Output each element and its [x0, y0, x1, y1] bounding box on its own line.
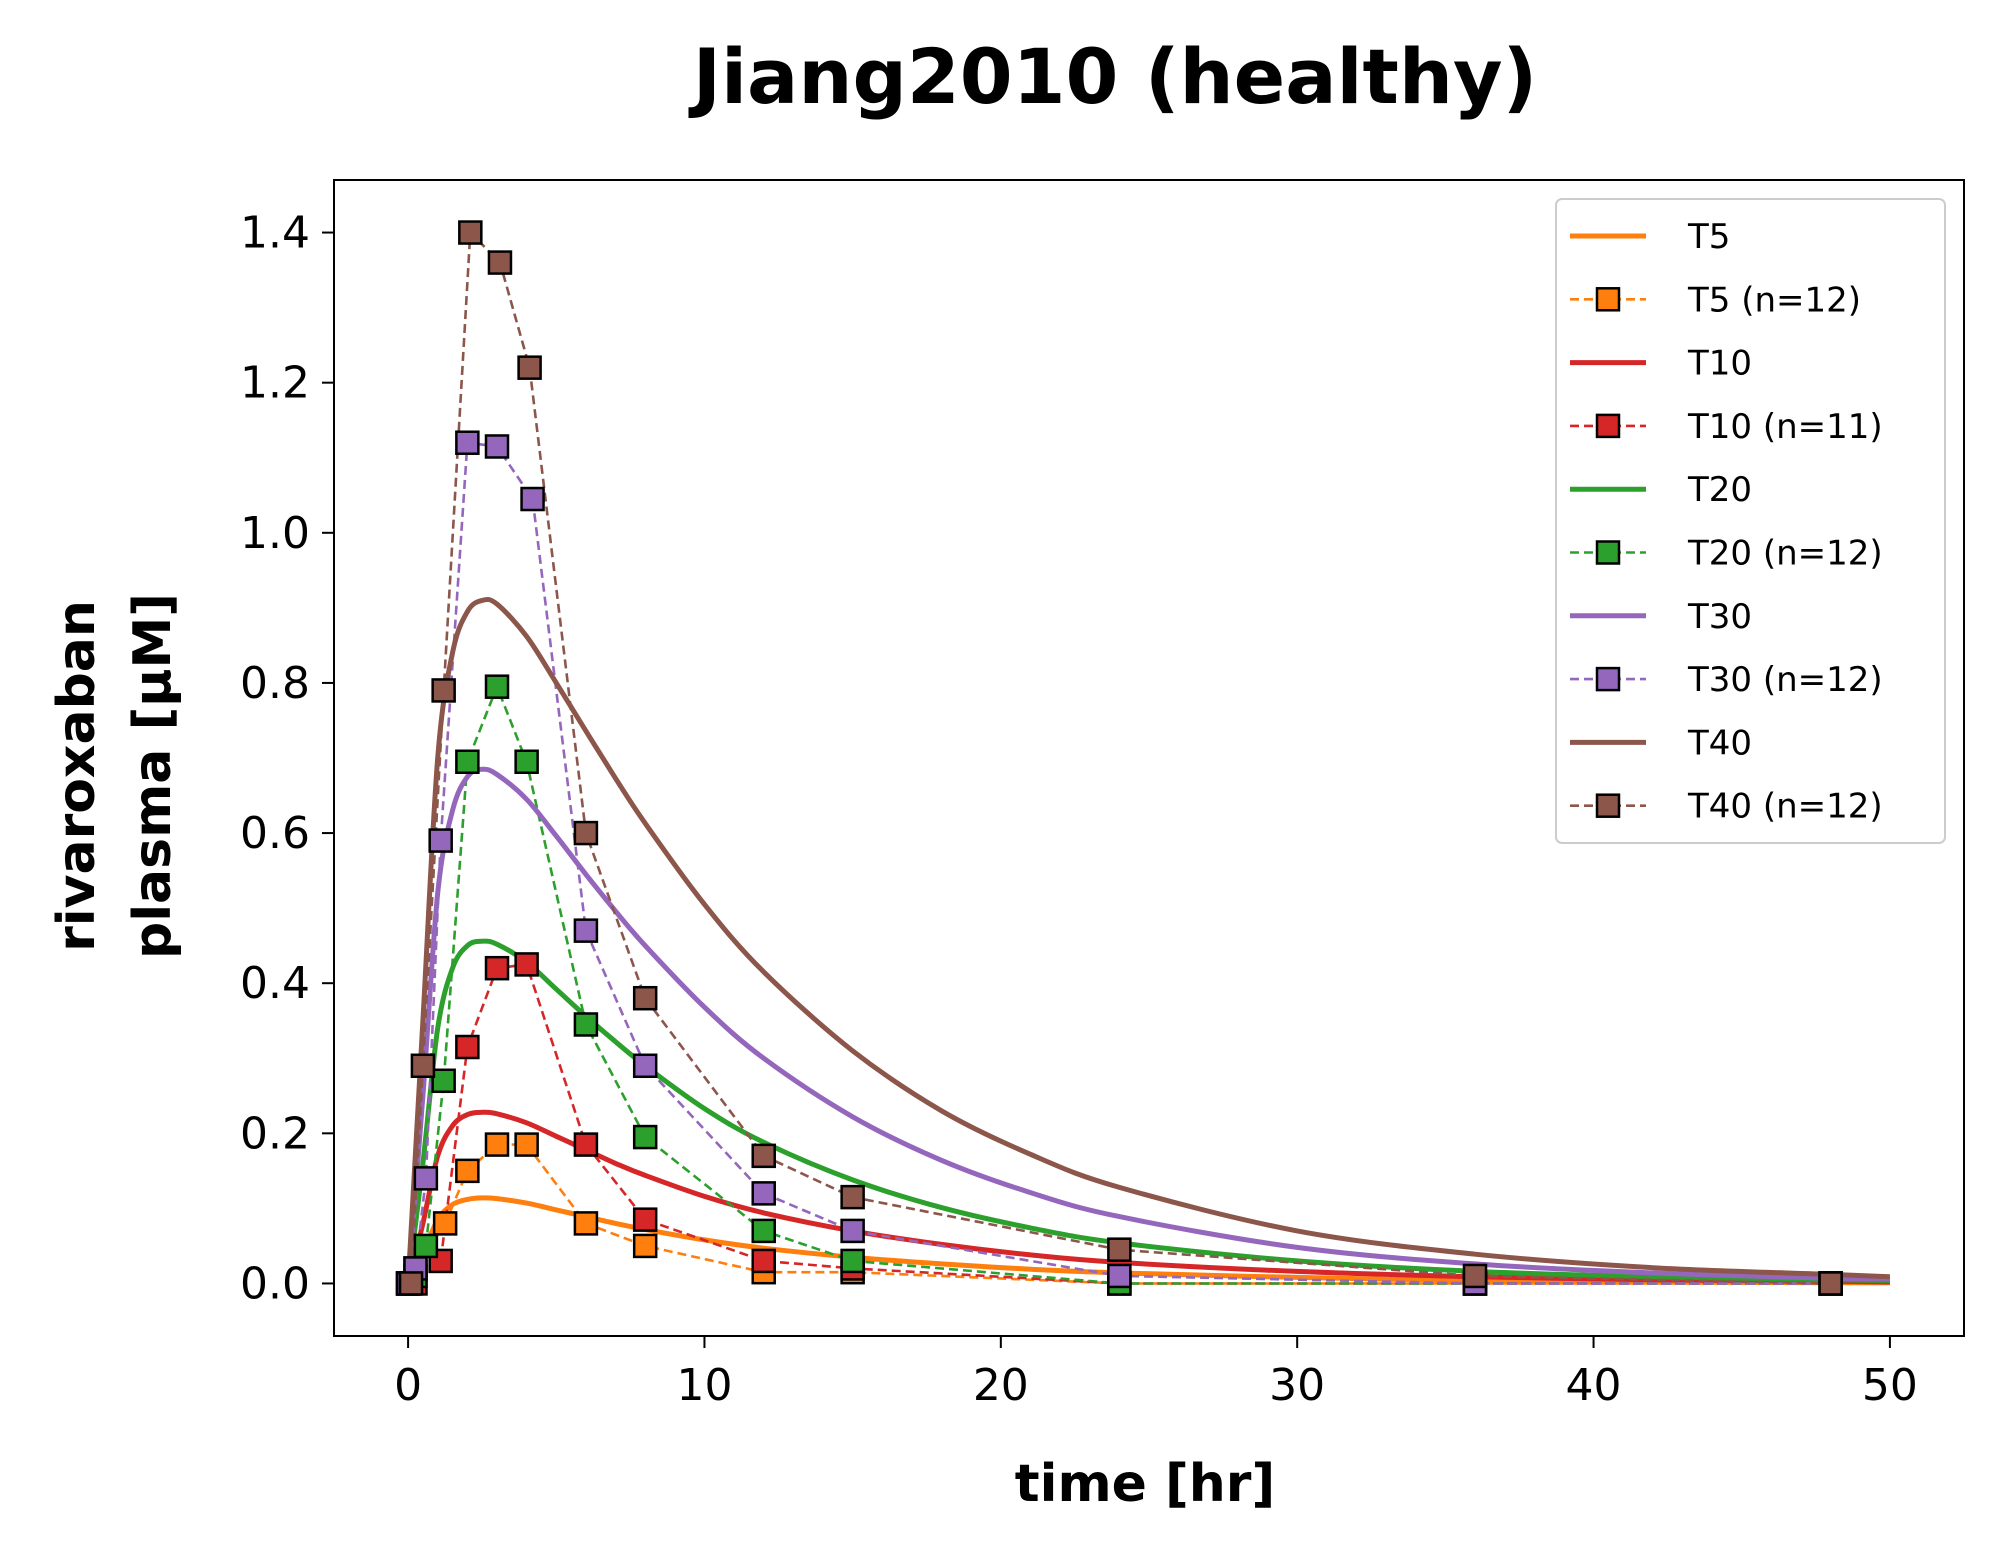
data-point-t5-n-12 [484, 1132, 510, 1157]
legend-item-t5-n-12: T5 (n=12) [1570, 280, 1861, 320]
data-point-t20-n-12 [514, 749, 539, 775]
chart-title: Jiang2010 (healthy) [688, 32, 1538, 121]
legend-item-t20: T20 [1570, 470, 1752, 510]
data-point-t20-n-12 [455, 749, 480, 775]
x-tick-label: 40 [1566, 1360, 1622, 1411]
data-point-t20-n-12 [751, 1218, 776, 1244]
ticks-group: 0 10 20 30 40 50 0.0 0.2 0.4 0.6 0.8 1.0 1.2 1.4 [240, 208, 1918, 1411]
y-axis-label-line1: rivaroxaban [47, 600, 107, 952]
data-point-t40-n-12 [410, 1053, 436, 1079]
data-point-t40-n-12 [517, 355, 542, 380]
series-line-t30 [405, 766, 1890, 1284]
data-point-t30-n-12 [632, 1053, 658, 1079]
data-point-t40-n-12 [751, 1143, 776, 1169]
data-point-t40-n-12 [398, 1271, 424, 1296]
data-point-t5-n-12 [514, 1132, 539, 1157]
x-tick-label: 10 [676, 1360, 732, 1411]
data-point-t40-n-12 [487, 250, 513, 275]
data-point-t40-n-12 [1107, 1237, 1132, 1262]
legend-label: T5 (n=12) [1687, 280, 1861, 320]
data-point-t30-n-12 [428, 828, 453, 853]
x-tick-label: 0 [394, 1360, 422, 1411]
data-point-t30-n-12 [520, 486, 545, 512]
legend-marker [1595, 287, 1621, 312]
y-axis-label: rivaroxaban plasma [µM] [47, 593, 183, 959]
legend-box [1555, 198, 1946, 844]
legend-item-t40-n-12: T40 (n=12) [1570, 787, 1883, 827]
y-tick-label: 0.4 [240, 958, 310, 1009]
data-point-t30-n-12 [1107, 1263, 1132, 1289]
series-line-t20 [405, 938, 1890, 1284]
series-line-t30-n-12 [406, 441, 1831, 1285]
legend-label: T20 (n=12) [1687, 534, 1883, 574]
series-line-t20-n-12 [407, 683, 1831, 1285]
legend: T5 T5 (n=12) T10 T10 (n=11) T20 T20 (n=12) T30… [1555, 198, 1946, 844]
y-tick-label: 1.0 [240, 508, 310, 559]
series-line-t40 [405, 596, 1891, 1284]
data-point-t10-n-11 [514, 952, 539, 977]
y-tick-label: 1.2 [240, 358, 310, 409]
data-point-t40-n-12 [840, 1184, 865, 1210]
data-point-t20-n-12 [632, 1124, 658, 1150]
data-point-t30-n-12 [455, 430, 480, 455]
y-tick-label: 0.6 [240, 808, 310, 859]
data-point-t20-n-12 [431, 1068, 456, 1094]
legend-item-t10-n-11: T10 (n=11) [1570, 407, 1883, 447]
y-tick-label: 0.8 [240, 658, 310, 709]
legend-label: T30 [1687, 597, 1752, 637]
x-tick-label: 50 [1862, 1360, 1918, 1411]
data-point-t10-n-11 [455, 1034, 480, 1060]
legend-item-t20-n-12: T20 (n=12) [1570, 534, 1883, 574]
data-point-t5-n-12 [632, 1233, 658, 1259]
legend-item-t40: T40 [1570, 723, 1752, 763]
data-point-t20-n-12 [484, 674, 510, 699]
data-point-t40-n-12 [458, 220, 483, 245]
legend-label: T30 (n=12) [1687, 660, 1883, 700]
data-point-t40-n-12 [1462, 1263, 1488, 1289]
legend-label: T10 [1687, 344, 1752, 384]
data-point-t5-n-12 [455, 1158, 480, 1184]
legend-item-t30: T30 [1570, 597, 1752, 637]
y-tick-label: 0.2 [240, 1108, 310, 1159]
data-point-t5-n-12 [573, 1211, 599, 1236]
legend-item-t30-n-12: T30 (n=12) [1570, 660, 1883, 700]
legend-item-t10: T10 [1570, 344, 1752, 384]
data-point-t30-n-12 [573, 918, 599, 943]
data-point-t30-n-12 [413, 1166, 439, 1191]
data-point-t10-n-11 [751, 1248, 776, 1274]
legend-marker [1595, 666, 1621, 692]
x-tick-label: 30 [1269, 1360, 1325, 1411]
legend-label: T40 (n=12) [1687, 787, 1883, 827]
y-tick-label: 1.4 [240, 208, 310, 259]
legend-marker [1595, 793, 1621, 818]
y-tick-label: 0.0 [240, 1258, 310, 1309]
legend-marker [1595, 540, 1621, 565]
legend-item-t5: T5 [1570, 217, 1730, 257]
data-point-t40-n-12 [573, 820, 599, 846]
data-point-t10-n-11 [484, 955, 510, 981]
y-axis-label-line2: plasma [µM] [123, 593, 183, 959]
legend-label: T40 [1687, 723, 1752, 763]
data-point-t30-n-12 [840, 1218, 865, 1244]
data-point-t30-n-12 [484, 434, 510, 459]
data-point-t20-n-12 [840, 1248, 865, 1274]
legend-label: T20 [1687, 470, 1752, 510]
data-point-t20-n-12 [573, 1012, 599, 1037]
legend-marker [1595, 413, 1621, 439]
x-tick-label: 20 [973, 1360, 1029, 1411]
data-point-t10-n-11 [632, 1207, 658, 1232]
data-point-t20-n-12 [413, 1233, 439, 1259]
plot-frame [333, 179, 1965, 1337]
x-axis-label: time [hr] [1015, 1454, 1275, 1514]
data-point-t10-n-11 [573, 1132, 599, 1157]
data-point-t40-n-12 [431, 678, 456, 703]
data-point-t5-n-12 [432, 1211, 458, 1236]
data-point-t30-n-12 [751, 1181, 776, 1206]
plot-area [395, 220, 1891, 1296]
legend-label: T5 [1687, 217, 1730, 257]
data-point-t40-n-12 [1818, 1271, 1843, 1296]
data-point-t40-n-12 [632, 985, 658, 1011]
legend-label: T10 (n=11) [1687, 407, 1883, 447]
